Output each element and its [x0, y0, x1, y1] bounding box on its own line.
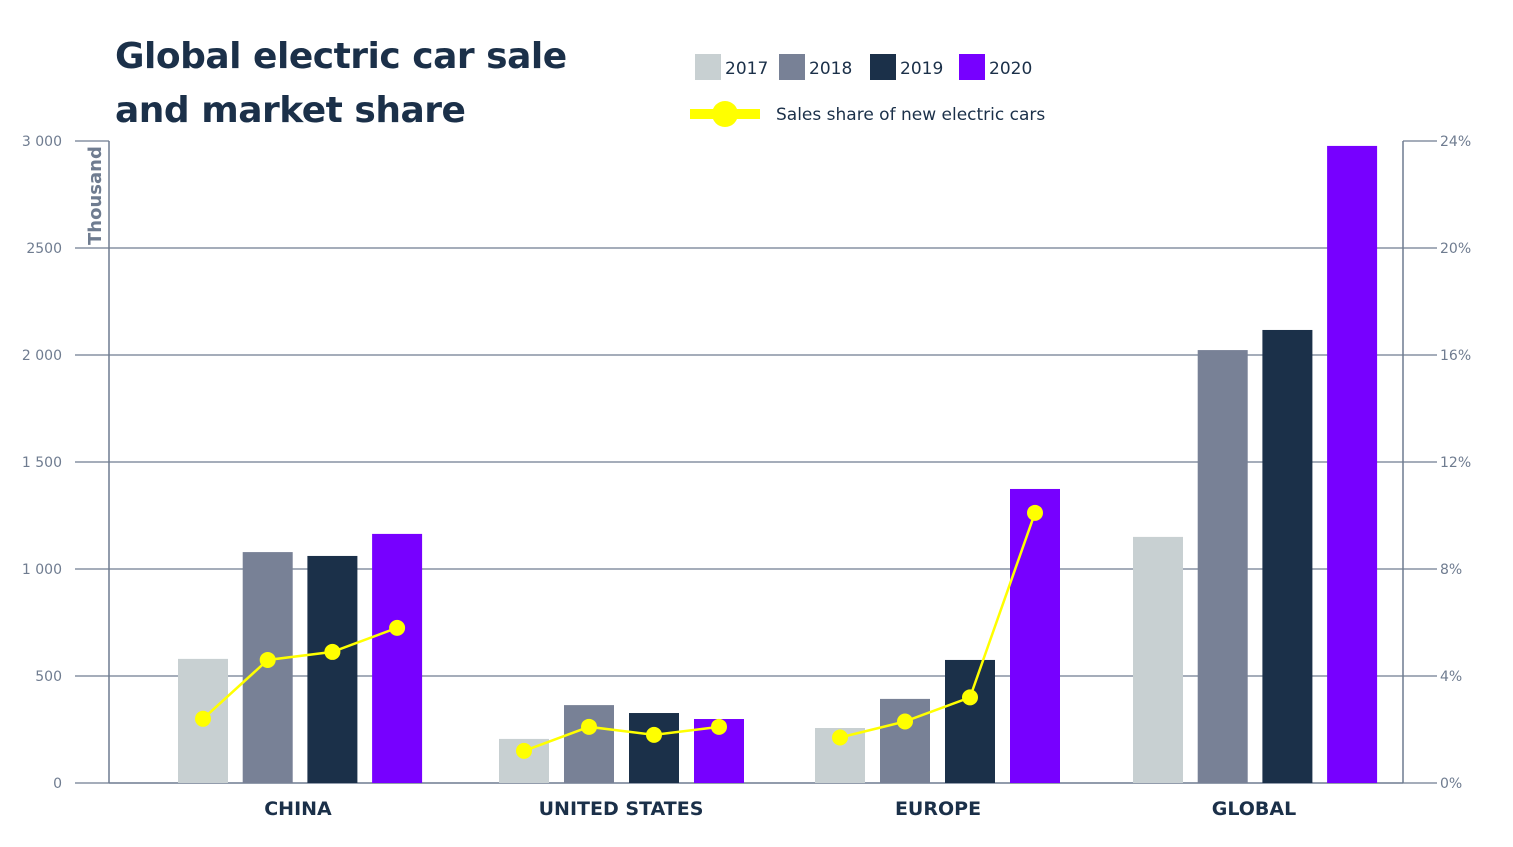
bar-2019-united-states — [629, 713, 679, 783]
share-point — [962, 689, 978, 706]
y-tick-label: 3 000 — [22, 134, 62, 150]
legend-swatch-2017 — [695, 54, 721, 80]
y2-tick-label: 12% — [1440, 455, 1471, 471]
bar-2018-europe — [880, 698, 930, 783]
bar-2019-europe — [945, 659, 995, 783]
y2-tick-label: 20% — [1440, 241, 1471, 257]
y-axis-label: Thousand — [85, 146, 106, 245]
share-point — [389, 619, 406, 636]
legend-swatch-2019 — [870, 54, 896, 80]
y-tick-label: 2500 — [26, 241, 62, 257]
y2-tick-label: 4% — [1440, 669, 1462, 685]
y-tick-label: 1 500 — [22, 455, 62, 471]
legend-label: 2018 — [809, 59, 852, 79]
x-category-label: CHINA — [264, 798, 332, 820]
bar-2020-europe — [1010, 488, 1060, 783]
y2-tick-label: 0% — [1440, 776, 1462, 792]
bar-2017-global — [1133, 536, 1183, 783]
bar-2019-china — [307, 555, 358, 783]
chart-title: Global electric car sale and market shar… — [115, 36, 567, 131]
y-tick-label: 0 — [53, 776, 62, 792]
bar-2018-global — [1197, 350, 1248, 783]
x-category-label: EUROPE — [895, 798, 981, 820]
bar-2019-global — [1262, 329, 1313, 783]
share-point — [195, 710, 211, 727]
bar-2020-global — [1327, 145, 1378, 783]
share-line — [523, 725, 720, 753]
x-category-label: UNITED STATES — [539, 798, 704, 820]
share-point — [646, 726, 662, 743]
legend-swatch-2018 — [779, 54, 805, 80]
share-point — [832, 729, 848, 746]
bar-2018-united-states — [564, 705, 614, 783]
share-point — [259, 651, 276, 668]
y2-tick-label: 8% — [1440, 562, 1462, 578]
legend-label: 2019 — [900, 59, 943, 79]
legend-line-marker — [712, 101, 738, 127]
share-line — [202, 626, 398, 720]
legend-label: 2017 — [725, 59, 768, 79]
y2-tick-label: 16% — [1440, 348, 1471, 364]
legend-swatch-2020 — [959, 54, 985, 80]
share-point — [897, 713, 913, 730]
y-tick-label: 1 000 — [22, 562, 62, 578]
legend-label: Sales share of new electric cars — [776, 105, 1045, 125]
legend-label: 2020 — [989, 59, 1032, 79]
bar-2020-china — [372, 533, 423, 783]
share-point — [711, 718, 727, 735]
y-tick-label: 500 — [35, 669, 62, 685]
x-category-label: GLOBAL — [1212, 798, 1296, 820]
y-tick-label: 2 000 — [22, 348, 62, 364]
share-point — [581, 718, 597, 735]
share-point — [324, 643, 341, 660]
share-point — [1027, 504, 1043, 521]
y2-tick-label: 24% — [1440, 134, 1471, 150]
share-line — [839, 512, 1037, 739]
share-point — [516, 742, 532, 759]
